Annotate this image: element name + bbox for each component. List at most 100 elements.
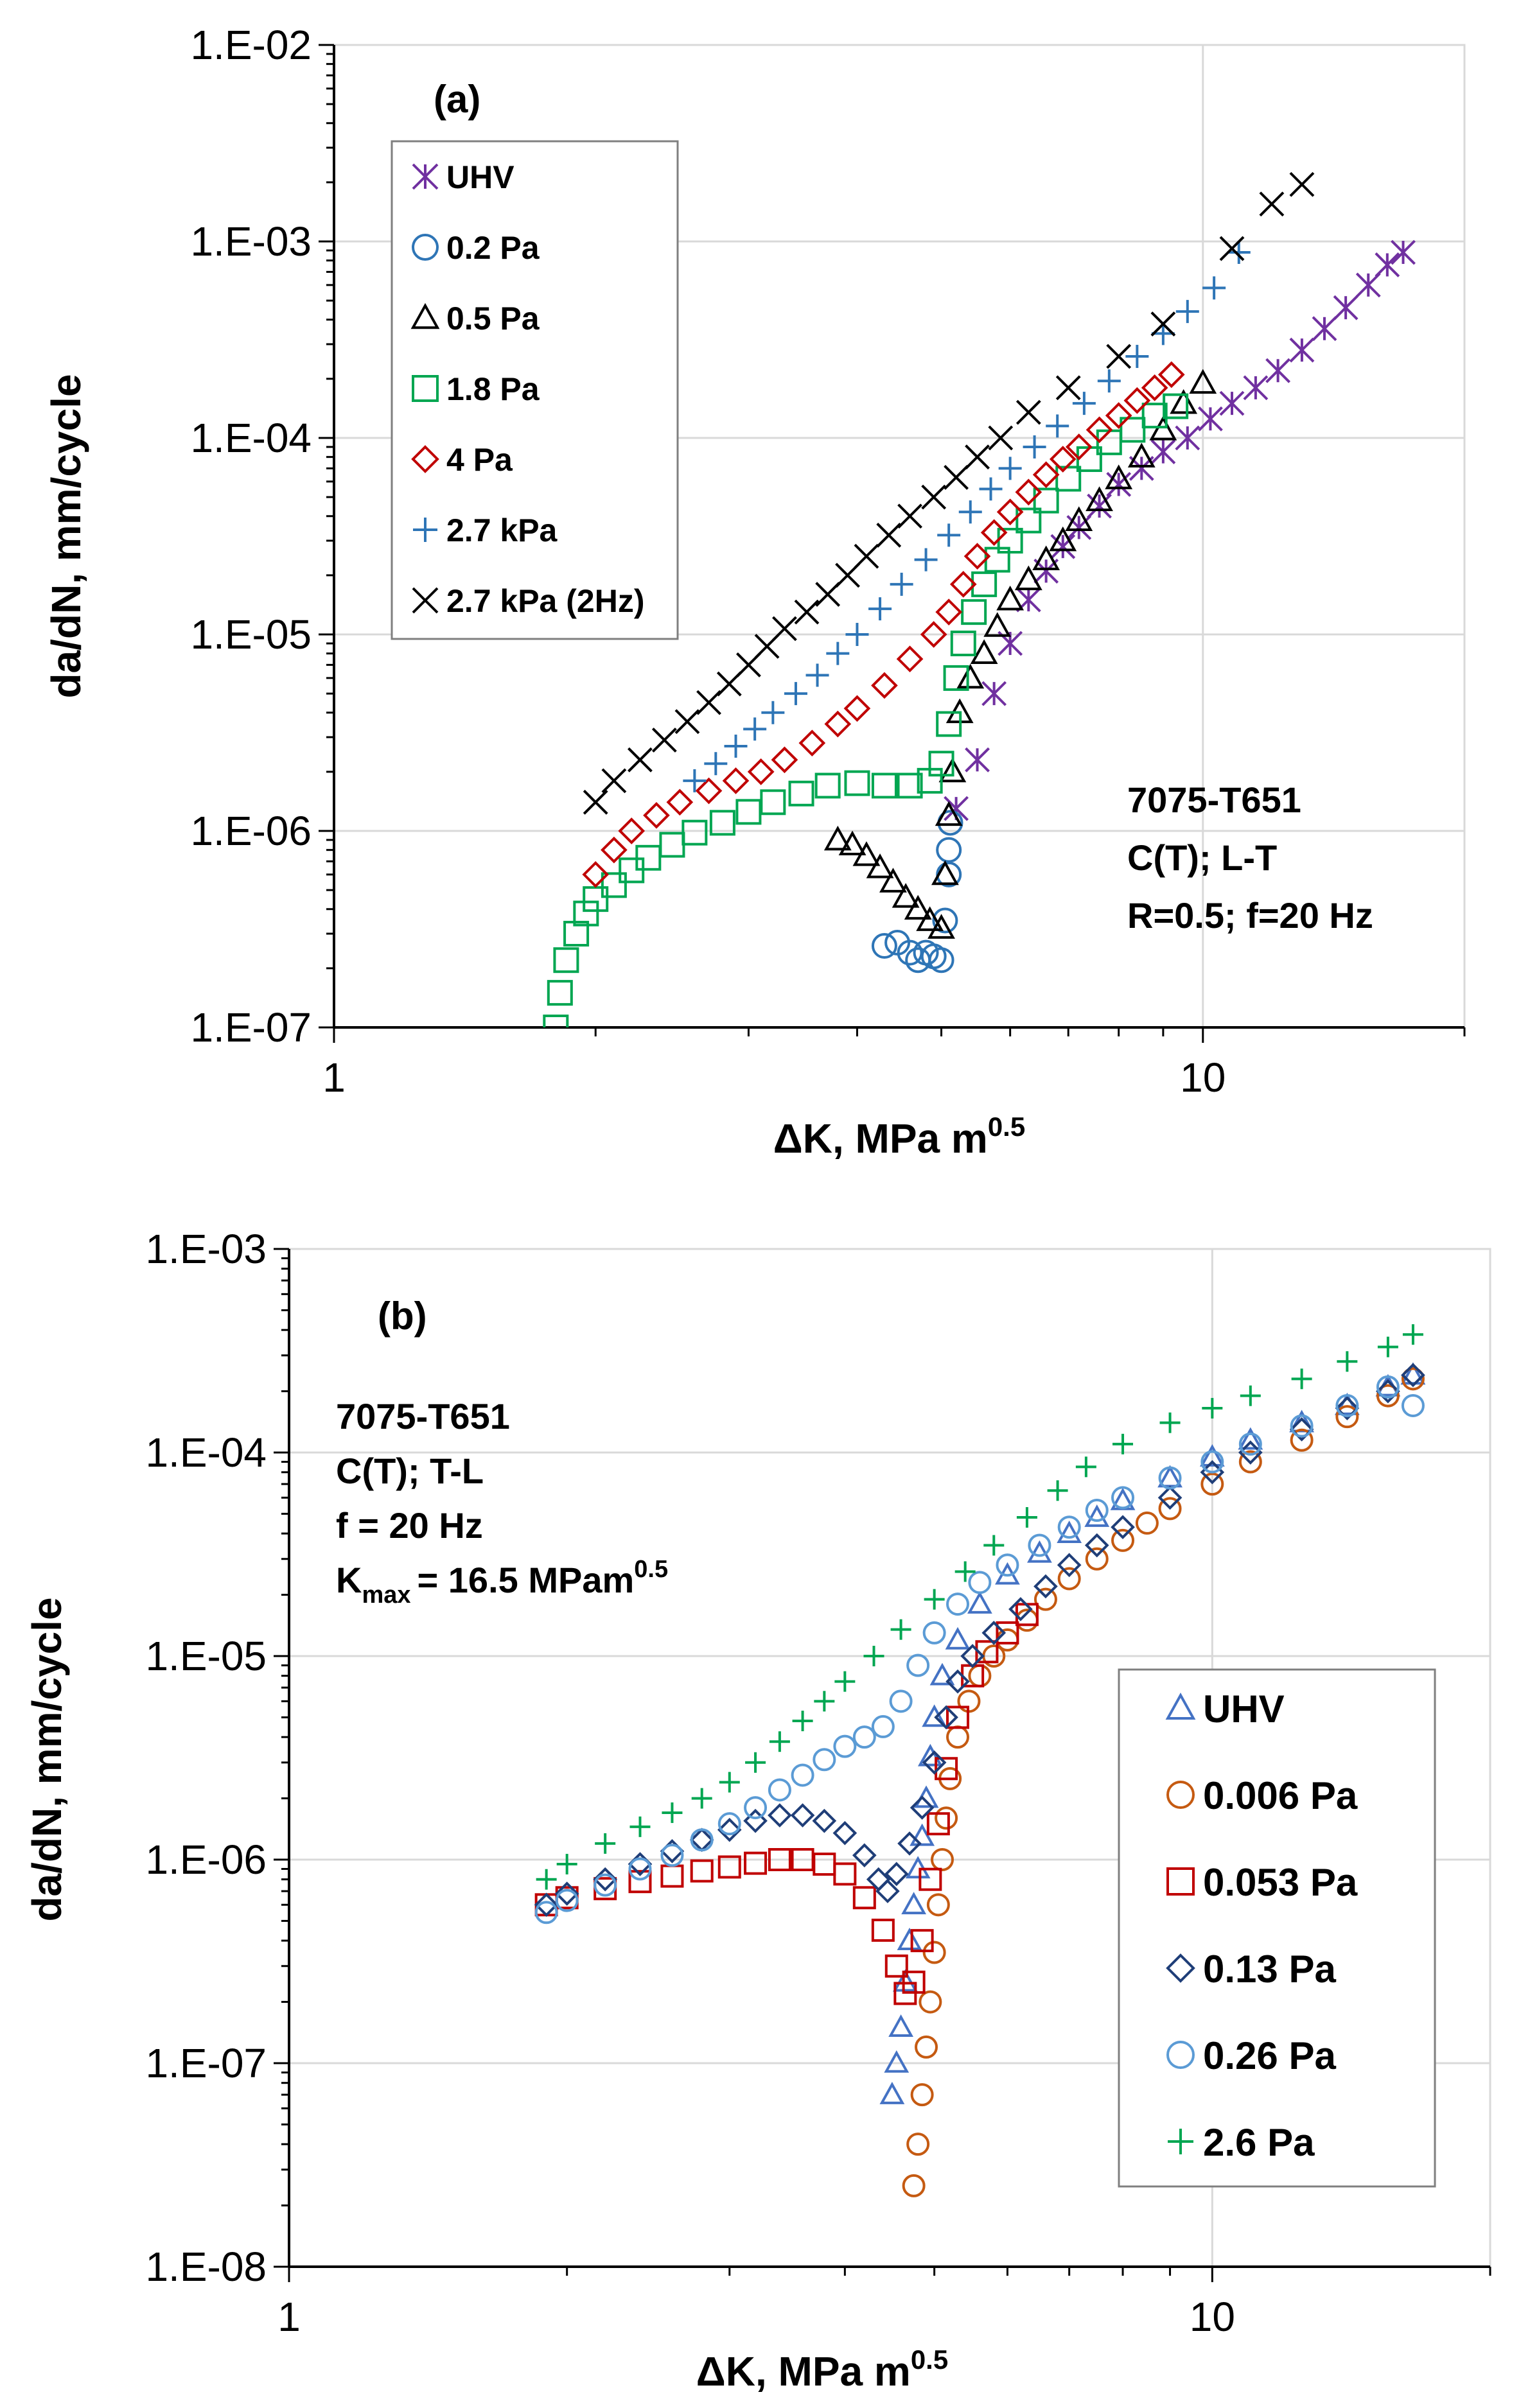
legend-marker (412, 163, 439, 190)
data-point (963, 543, 991, 570)
data-point (1032, 545, 1060, 571)
data-point (920, 621, 947, 648)
data-point (897, 1831, 922, 1856)
data-point (1028, 1533, 1051, 1557)
data-point (573, 900, 599, 927)
data-point (771, 746, 798, 774)
data-point (1238, 1440, 1263, 1465)
data-point (760, 789, 786, 816)
data-point (1112, 1433, 1134, 1454)
data-point (902, 1970, 926, 1994)
data-point (814, 772, 841, 799)
data-point (681, 819, 708, 846)
data-point (879, 2081, 905, 2104)
data-point (954, 1561, 976, 1582)
data-point (980, 519, 1008, 546)
data-point (601, 768, 627, 794)
data-point (593, 1873, 617, 1897)
data-point (1238, 1450, 1262, 1474)
data-point (805, 663, 829, 687)
data-point (1065, 506, 1093, 531)
data-point (601, 836, 628, 864)
data-point (1015, 507, 1042, 534)
data-point (1033, 487, 1059, 514)
data-point (1086, 416, 1113, 444)
data-point (890, 1619, 911, 1640)
data-point (958, 500, 982, 524)
data-point (744, 1796, 768, 1820)
data-point (996, 1621, 1019, 1645)
data-point (897, 503, 922, 529)
data-point (1123, 387, 1151, 414)
data-point (988, 425, 1014, 451)
data-point (876, 523, 902, 548)
data-point (1015, 399, 1041, 425)
data-point (743, 717, 767, 741)
data-point (915, 2035, 938, 2059)
x-axis-title-a: ΔK, MPa m0.5 (773, 1112, 1025, 1162)
data-point (1312, 316, 1337, 342)
data-point (1084, 1533, 1109, 1558)
x-axis-title-b: ΔK, MPa m0.5 (696, 2344, 948, 2395)
data-point (910, 2083, 934, 2107)
data-point (1290, 1414, 1314, 1438)
y-tick-label: 1.E-03 (190, 218, 312, 265)
data-point (1097, 369, 1121, 393)
data-point (724, 735, 748, 758)
data-point (917, 1743, 943, 1767)
data-point (1402, 1324, 1423, 1345)
data-point (1141, 374, 1168, 401)
data-point (1202, 1398, 1223, 1419)
data-point (871, 1918, 895, 1942)
data-point (965, 444, 990, 470)
data-point (1046, 414, 1069, 438)
data-point (666, 789, 694, 816)
series-UHV (944, 240, 1416, 821)
data-point (889, 1689, 913, 1713)
data-point (890, 572, 913, 596)
data-point (965, 747, 990, 772)
data-point (1049, 526, 1077, 552)
data-point (945, 1627, 971, 1650)
x-tick-label: 10 (1180, 1054, 1226, 1101)
data-point (1163, 393, 1189, 419)
data-point (996, 585, 1024, 611)
data-point (1087, 493, 1112, 519)
data-point (683, 769, 707, 792)
data-point (719, 1772, 740, 1793)
series-4-Pa (582, 361, 1185, 888)
data-point (956, 663, 985, 689)
data-point (852, 1843, 877, 1868)
data-point (922, 1704, 947, 1727)
data-point (1149, 415, 1177, 441)
legend-marker (1168, 2129, 1193, 2154)
data-point (931, 860, 959, 886)
data-point (935, 801, 963, 826)
data-point (871, 1714, 895, 1738)
data-point (884, 1862, 909, 1887)
data-point (788, 780, 814, 807)
data-point (704, 752, 728, 776)
data-point (946, 1592, 970, 1616)
legend-marker (1166, 2041, 1195, 2069)
data-point (998, 457, 1022, 480)
series-0.5-Pa (823, 369, 1217, 939)
series-2.6-Pa (536, 1324, 1423, 1890)
series-0.053-Pa (534, 1603, 1039, 2005)
data-marks-a (543, 171, 1416, 1027)
annotation-b-kmax: Kmax = 16.5 MPam0.5 (336, 1556, 668, 1609)
data-point (792, 1711, 813, 1732)
data-point (547, 980, 573, 1006)
annotation-a-line-2: C(T); L-T (1127, 837, 1277, 878)
data-point (833, 1862, 857, 1886)
data-point (910, 1929, 934, 1953)
data-point (1016, 1507, 1037, 1528)
data-point (936, 711, 962, 737)
data-point (628, 1857, 652, 1881)
legend-label: UHV (446, 159, 514, 195)
data-point (892, 1969, 918, 1992)
data-point (902, 2174, 926, 2197)
data-point (922, 1621, 946, 1645)
data-point (769, 1731, 790, 1752)
